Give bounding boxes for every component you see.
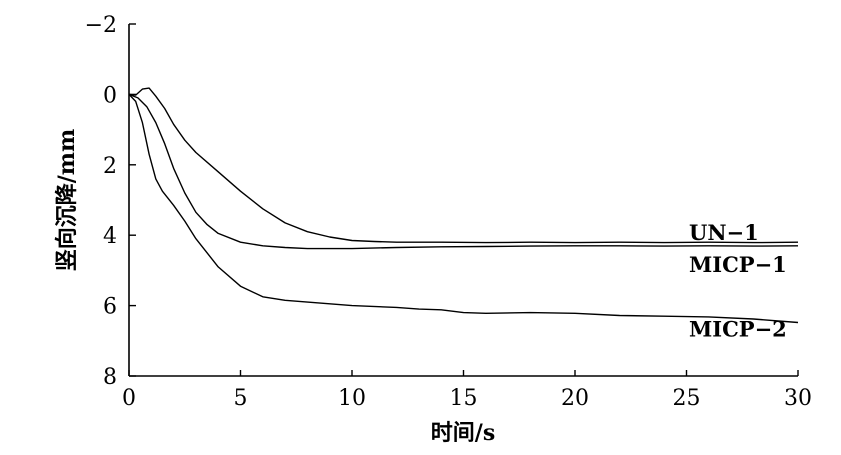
x-tick-label: 25 [673,386,701,411]
y-tick-label: 6 [103,295,117,320]
y-ticks: −2 0 2 4 6 8 [85,13,136,390]
x-tick-label: 10 [338,386,366,411]
series-line-2 [128,93,799,324]
series-line-1 [128,93,799,250]
x-tick-label: 0 [122,386,136,411]
y-tick-label: 4 [103,224,117,249]
x-tick-label: 20 [561,386,589,411]
x-tick-label: 30 [784,386,812,411]
x-axis-title: 时间/s [431,420,495,446]
series-line-0 [128,87,799,244]
x-ticks: 0 5 10 15 20 25 30 [122,370,812,411]
y-axis-title: 竖向沉降/mm [54,129,80,272]
series-labels: UN−1 MICP−1 MICP−2 [689,220,787,341]
y-tick-label: −2 [85,13,117,38]
series-lines [128,87,799,324]
series-label-0: UN−1 [689,220,759,245]
x-tick-label: 5 [234,386,248,411]
y-tick-label: 8 [103,365,117,390]
y-tick-label: 0 [103,83,117,108]
series-label-2: MICP−2 [689,316,787,341]
y-tick-label: 2 [103,154,117,179]
x-tick-label: 15 [450,386,478,411]
series-label-1: MICP−1 [689,252,787,277]
